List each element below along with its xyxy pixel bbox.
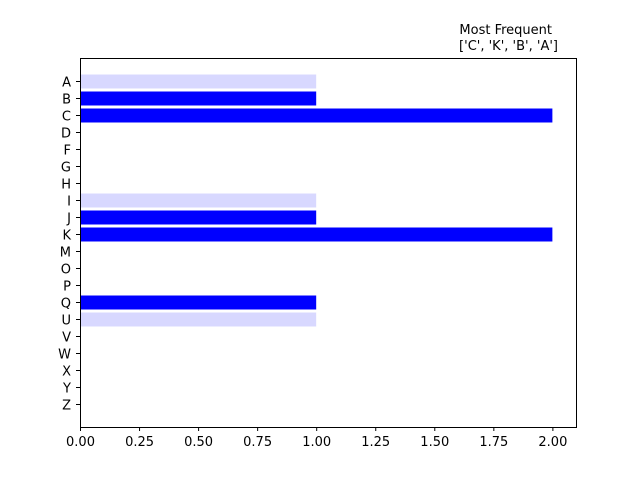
y-tick-label-U: U (61, 314, 71, 329)
y-tick-label-M: M (60, 246, 71, 261)
y-tick-label-Y: Y (62, 382, 71, 397)
bar-I (80, 193, 317, 208)
x-axis: 0.00 0.25 0.50 0.75 1.00 1.25 1.50 1.75 2.00 (66, 427, 567, 450)
y-tick-label-J: J (66, 212, 71, 227)
x-tick-label-1.25: 1.25 (361, 435, 390, 450)
y-tick-label-V: V (62, 331, 71, 346)
x-tick-label-0.50: 0.50 (184, 435, 213, 450)
chart-title-line-2: ['C', 'K', 'B', 'A'] (459, 39, 558, 54)
y-tick-label-X: X (62, 365, 71, 380)
bar-U (80, 312, 317, 327)
bars-group (80, 74, 553, 327)
y-tick-label-G: G (61, 161, 71, 176)
y-tick-label-A: A (62, 76, 71, 91)
plot-frame (80, 58, 577, 428)
y-tick-label-K: K (62, 229, 71, 244)
x-tick-label-0.00: 0.00 (66, 435, 95, 450)
x-tick-label-1.00: 1.00 (302, 435, 331, 450)
y-tick-label-P: P (63, 280, 71, 295)
y-tick-label-D: D (61, 127, 71, 142)
bar-K (80, 227, 553, 242)
chart-title-line-1: Most Frequent (459, 23, 552, 38)
bar-A (80, 74, 317, 89)
bar-Q (80, 295, 317, 310)
x-tick-label-2.00: 2.00 (538, 435, 567, 450)
y-tick-label-Z: Z (62, 399, 71, 414)
y-tick-label-C: C (62, 110, 71, 125)
y-tick-label-F: F (64, 144, 71, 159)
x-tick-label-0.25: 0.25 (125, 435, 154, 450)
y-tick-label-H: H (61, 178, 71, 193)
y-tick-label-B: B (62, 93, 71, 108)
y-tick-label-O: O (61, 263, 71, 278)
y-tick-label-I: I (67, 195, 71, 210)
x-tick-label-1.50: 1.50 (420, 435, 449, 450)
y-tick-label-W: W (58, 348, 71, 363)
bar-B (80, 91, 317, 106)
y-tick-label-Q: Q (61, 297, 71, 312)
x-tick-label-1.75: 1.75 (479, 435, 508, 450)
bar-J (80, 210, 317, 225)
x-tick-label-0.75: 0.75 (243, 435, 272, 450)
bar-C (80, 108, 553, 123)
